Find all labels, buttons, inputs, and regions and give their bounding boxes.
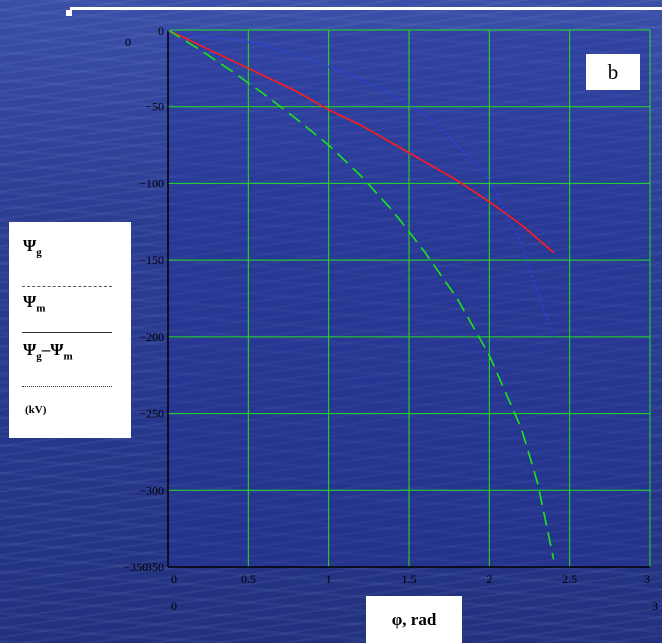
y-tick-label: −350 [139,560,164,574]
legend-symbol: Ψ [23,340,37,359]
panel-label: b [586,54,640,90]
series-line [167,29,555,338]
x-range-min-label: 0 [171,599,177,613]
x-tick-label: 1 [326,572,332,586]
legend-symbol: Ψ [23,236,37,255]
legend-item-psi-m: Ψm [23,292,45,314]
legend-swatch-dashed [22,286,112,287]
x-tick-label: 0.5 [241,572,256,586]
y-tick-label: 0 [158,24,164,38]
x-range-max-label: 3 [652,599,658,613]
y-range-min-label: −350 [123,560,148,574]
axes [167,30,650,568]
y-tick-label: −150 [139,253,164,267]
x-tick-label: 2 [486,572,492,586]
y-tick-label: −200 [139,330,164,344]
x-tick-label: 2.5 [562,572,577,586]
tick-labels: 0 0.5 1 1.5 2 2.5 3 0 −50 −100 −150 −200 −250 −300 −35… [139,24,650,586]
top-divider-bullet [66,10,72,16]
legend-symbol: Ψ [50,340,64,359]
x-tick-label: 1.5 [402,572,417,586]
y-tick-label: −300 [139,483,164,497]
legend-item-psi-diff: Ψg–Ψm [23,340,73,362]
legend-subscript: m [36,302,46,315]
legend-swatch-solid [22,332,112,333]
legend-subscript: m [63,350,73,363]
y-tick-label: −50 [145,100,164,114]
series-line [167,29,555,254]
series-line [167,29,555,560]
grid-lines [167,29,651,568]
y-range-max-label: 0 [125,35,131,49]
top-divider-line [70,7,662,10]
series-lines [167,29,555,560]
x-tick-label: 3 [644,572,650,586]
legend: Ψg Ψm Ψg–Ψm (kV) [9,222,131,438]
legend-subscript: g [36,350,42,363]
y-tick-label: −100 [139,176,164,190]
legend-subscript: g [36,246,42,259]
legend-symbol: Ψ [23,292,37,311]
x-axis-label: φ, rad [366,596,462,643]
x-tick-label: 0 [171,572,177,586]
legend-unit: (kV) [25,404,47,416]
legend-operator: – [41,340,51,359]
legend-swatch-dotted [22,386,112,387]
legend-item-psi-g: Ψg [23,236,42,258]
y-tick-label: −250 [139,407,164,421]
